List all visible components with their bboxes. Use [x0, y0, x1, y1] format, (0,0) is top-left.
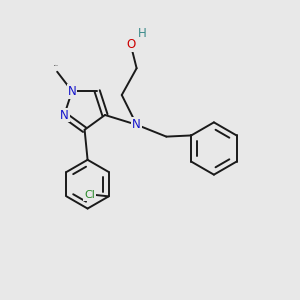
Text: N: N: [60, 109, 69, 122]
Text: Cl: Cl: [84, 190, 95, 200]
Text: N: N: [68, 85, 76, 98]
Text: methyl: methyl: [54, 65, 59, 66]
Text: H: H: [138, 27, 146, 40]
Text: O: O: [126, 38, 135, 51]
Text: N: N: [132, 118, 141, 131]
